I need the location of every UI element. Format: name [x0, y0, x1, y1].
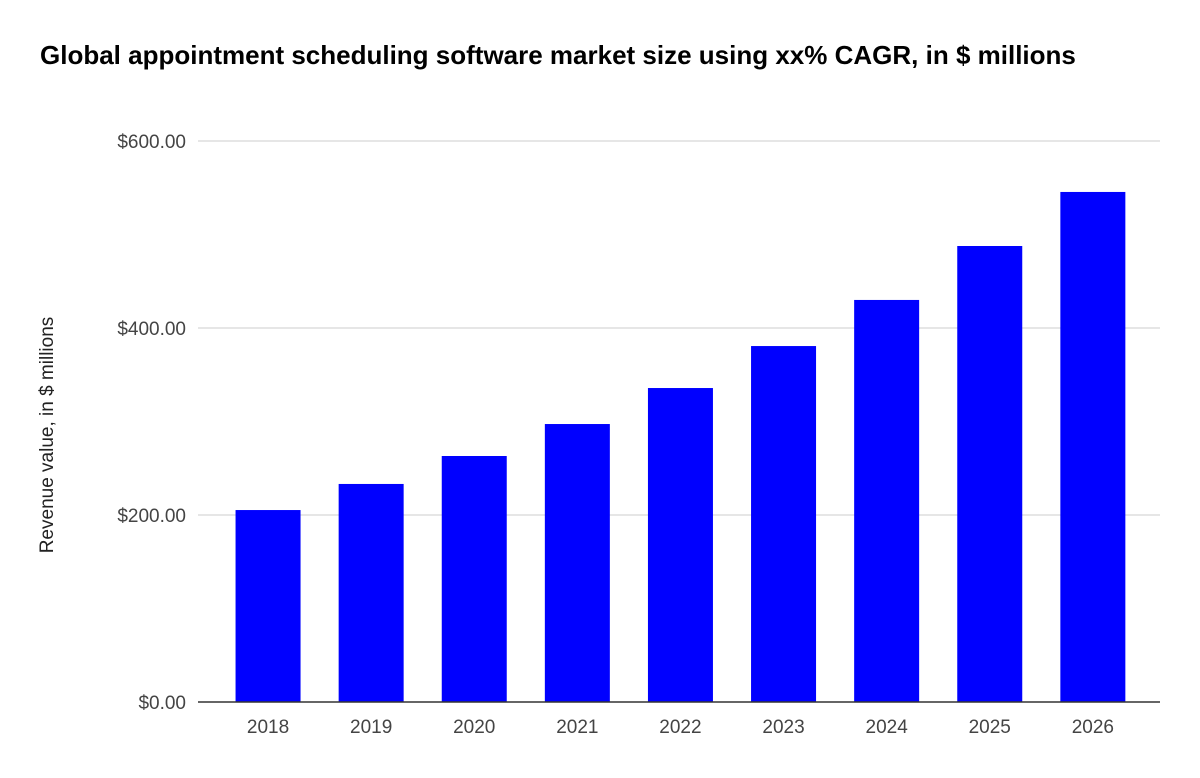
x-tick-label: 2020	[453, 717, 495, 738]
bar-2025	[957, 246, 1023, 703]
x-tick-label: 2018	[247, 717, 289, 738]
bar-2020	[441, 456, 507, 702]
x-tick-label: 2023	[762, 717, 804, 738]
bar-2021	[544, 424, 610, 702]
x-tick-label: 2025	[969, 717, 1011, 738]
bar-2023	[751, 346, 817, 702]
y-tick-label: $600.00	[117, 132, 186, 153]
y-tick-label: $200.00	[117, 506, 186, 527]
bar-2018	[235, 510, 301, 702]
x-tick-label: 2022	[659, 717, 701, 738]
x-tick-label: 2021	[556, 717, 598, 738]
y-tick-label: $0.00	[138, 693, 186, 714]
x-tick-label: 2024	[866, 717, 909, 738]
x-tick-label: 2026	[1072, 717, 1114, 738]
bar-2019	[338, 483, 404, 702]
bar-2026	[1060, 191, 1126, 702]
x-tick-label: 2019	[350, 717, 392, 738]
y-tick-label: $400.00	[117, 319, 186, 340]
bar-2022	[647, 388, 713, 702]
bar-2024	[854, 299, 920, 702]
chart-title: Global appointment scheduling software m…	[40, 40, 1076, 70]
